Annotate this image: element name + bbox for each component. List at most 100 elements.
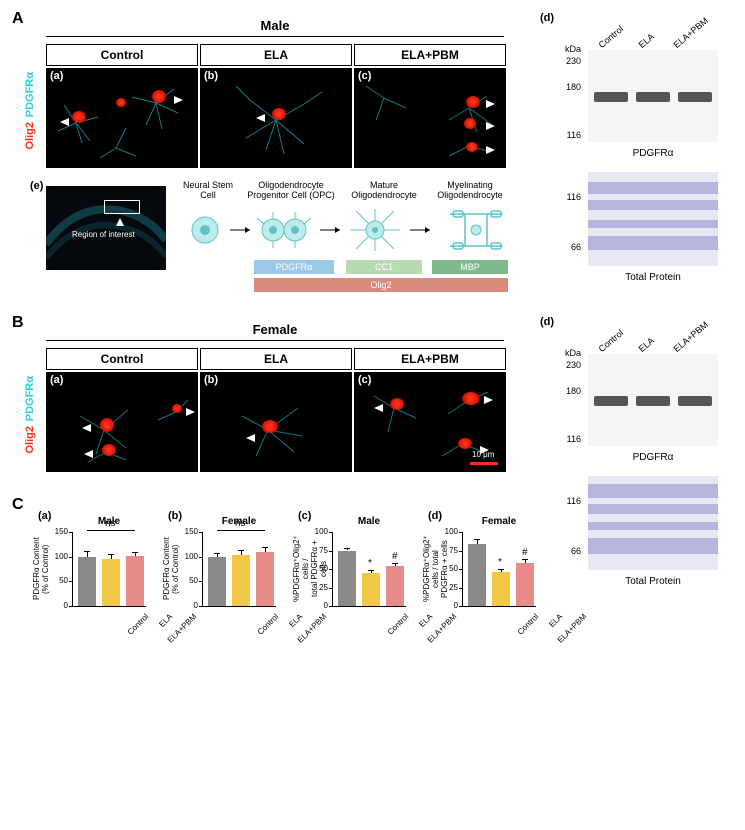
chart-c: (c)Male0255075100%PDGFRα⁺Olig2⁺ cells / … [298, 510, 418, 630]
cell-icon [466, 142, 478, 152]
lane-ela-a: ELA [637, 31, 656, 50]
label-pdgfra-a: PDGFRα [24, 72, 36, 117]
bar [232, 555, 250, 606]
rule-male [46, 36, 504, 37]
ylabel: %PDGFRα⁺Olig2⁺ cells / total PDGFRα + ce… [422, 532, 449, 606]
arrow-icon [256, 114, 265, 122]
marker-cc1: CC1 [346, 260, 422, 274]
arrow-icon [486, 146, 495, 154]
ytick: 150 [180, 527, 198, 536]
kda-230-b: 230 [555, 360, 581, 370]
cell-icon [466, 96, 480, 108]
bar [126, 556, 144, 606]
arrow-icon [486, 122, 495, 130]
totalprotein-b [588, 476, 718, 570]
kda-66-tp-a: 66 [555, 242, 581, 252]
cell-icon [172, 404, 182, 413]
kda-116-b: 116 [555, 434, 581, 444]
micrograph-b-a: (a) [46, 372, 198, 472]
roi-box-icon [104, 200, 140, 214]
sublabel-b-d: (d) [540, 316, 554, 328]
panel-letter-b: B [12, 314, 24, 332]
ytick: 50 [50, 576, 68, 585]
lane-ela-b: ELA [637, 335, 656, 354]
ylabel: PDGFRα Content (% of Control) [32, 532, 50, 606]
kda-label-a: kDa [555, 44, 581, 54]
ytick: 100 [50, 552, 68, 561]
totalprotein-a [588, 172, 718, 266]
col-ela-b: ELA [200, 348, 352, 370]
lane-control-b: Control [597, 328, 626, 354]
bar [362, 573, 380, 606]
arrow-icon [174, 96, 183, 104]
bar [78, 557, 96, 606]
arrow-icon [84, 450, 93, 458]
micrograph-a-a: (a) [46, 68, 198, 168]
kda-116-a: 116 [555, 130, 581, 140]
col-ela-a: ELA [200, 44, 352, 66]
label-nsc: Neural Stem Cell [178, 180, 238, 200]
panel-letter-a: A [12, 10, 24, 28]
label-olig2-a: Olig2 [24, 122, 36, 150]
ytick: 50 [180, 576, 198, 585]
blot-b [588, 354, 718, 446]
marker-pdgfra: PDGFRα [254, 260, 334, 274]
ytick: 150 [50, 527, 68, 536]
cell-icon [116, 98, 126, 107]
cell-icon [462, 392, 480, 405]
ytick: 0 [180, 601, 198, 610]
micrograph-a-c: (c) [354, 68, 506, 168]
label-mature: Mature Oligodendrocyte [344, 180, 424, 200]
title-female: Female [46, 322, 504, 337]
micrograph-b-c: (c) 10 μm [354, 372, 506, 472]
kda-116-tp-a: 116 [555, 192, 581, 202]
kda-230-a: 230 [555, 56, 581, 66]
arrow-icon [186, 408, 195, 416]
kda-66-tp-b: 66 [555, 546, 581, 556]
sig-mark: # [392, 551, 398, 562]
chart-title: Female [462, 516, 536, 527]
tp-label-b: Total Protein [588, 576, 718, 587]
rule-female [46, 340, 504, 341]
roi-label: Region of interest [72, 230, 135, 239]
label-pdgfra-b: PDGFRα [24, 376, 36, 421]
blot-a [588, 50, 718, 142]
arrow-icon [116, 218, 124, 226]
col-elapbm-b: ELA+PBM [354, 348, 506, 370]
cell-icon [390, 398, 404, 410]
scalebar [470, 462, 498, 465]
sig-mark: * [498, 557, 502, 568]
cell-icon [100, 418, 114, 432]
cell-icon [262, 420, 278, 433]
label-myel: Myelinating Oligodendrocyte [430, 180, 510, 200]
cell-icon [458, 438, 472, 449]
marker-mbp: MBP [432, 260, 508, 274]
bar [492, 572, 510, 606]
bar [516, 563, 534, 606]
tp-label-a: Total Protein [588, 272, 718, 283]
sublabel-a-d: (d) [540, 12, 554, 24]
ylabel: PDGFRα Content (% of Control) [162, 532, 180, 606]
arrow-icon [486, 100, 495, 108]
panel-letter-c: C [12, 496, 24, 514]
chart-sub: (c) [298, 510, 311, 522]
lane-elapbm-b: ELA+PBM [672, 319, 710, 354]
kda-180-b: 180 [555, 386, 581, 396]
label-opc: Oligodendrocyte Progenitor Cell (OPC) [244, 180, 338, 200]
scalebar-text: 10 μm [472, 450, 494, 459]
bar [338, 551, 356, 607]
chart-sub: (a) [38, 510, 51, 522]
col-elapbm-a: ELA+PBM [354, 44, 506, 66]
ytick: 100 [180, 552, 198, 561]
blot-protein-b: PDGFRα [588, 452, 718, 463]
arrow-icon [82, 424, 91, 432]
lane-control-a: Control [597, 24, 626, 50]
sig-ns: ns [105, 518, 116, 529]
cell-icon [72, 111, 86, 123]
bar [208, 557, 226, 606]
col-control-b: Control [46, 348, 198, 370]
chart-a: (a)Male050100150PDGFRα Content (% of Con… [38, 510, 158, 630]
bar [256, 552, 274, 606]
lineage-icon [175, 202, 515, 258]
sublabel-e: (e) [30, 180, 43, 192]
